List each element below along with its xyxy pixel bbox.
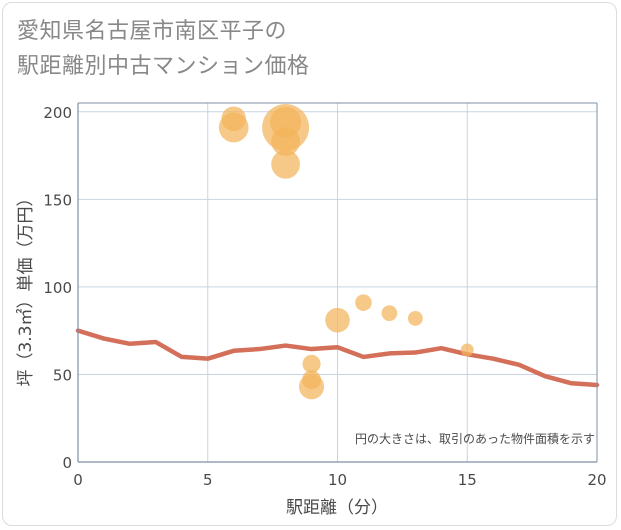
chart-title: 愛知県名古屋市南区平子の 駅距離別中古マンション価格 bbox=[17, 14, 310, 84]
bubble-point bbox=[460, 343, 474, 357]
chart-frame bbox=[2, 2, 617, 526]
chart-title-line-1: 愛知県名古屋市南区平子の bbox=[17, 19, 288, 44]
bubble-point bbox=[407, 310, 423, 326]
bubble-point bbox=[271, 127, 300, 156]
y-tick-label: 0 bbox=[62, 454, 72, 472]
x-tick-label: 10 bbox=[328, 471, 347, 489]
y-tick-label: 100 bbox=[43, 279, 72, 297]
bubble-point bbox=[381, 305, 398, 322]
bubble-point bbox=[218, 112, 249, 143]
bubble-point bbox=[298, 374, 325, 400]
axes bbox=[77, 102, 598, 463]
bubble-point bbox=[325, 307, 350, 333]
y-tick-label: 50 bbox=[53, 366, 72, 384]
x-tick-label: 0 bbox=[73, 471, 83, 489]
grid-lines bbox=[78, 103, 598, 462]
x-axis-title: 駅距離（分） bbox=[286, 498, 388, 518]
average-line-layer bbox=[75, 328, 600, 388]
bubble-layer bbox=[218, 104, 474, 400]
x-tick-label: 15 bbox=[458, 471, 477, 489]
y-axis-title: 坪（3.3㎡）単価（万円） bbox=[16, 189, 36, 386]
bubble-point bbox=[355, 294, 372, 311]
average-price-line bbox=[75, 328, 600, 388]
y-tick-label: 150 bbox=[43, 191, 72, 209]
chart-title-line-2: 駅距離別中古マンション価格 bbox=[17, 54, 310, 79]
x-tick-label: 20 bbox=[587, 471, 606, 489]
y-tick-label: 200 bbox=[43, 104, 72, 122]
bubble-point bbox=[271, 149, 300, 179]
size-annotation: 円の大きさは、取引のあった物件面積を示す bbox=[355, 431, 595, 446]
bubble-point bbox=[302, 354, 321, 374]
x-tick-label: 5 bbox=[203, 471, 213, 489]
